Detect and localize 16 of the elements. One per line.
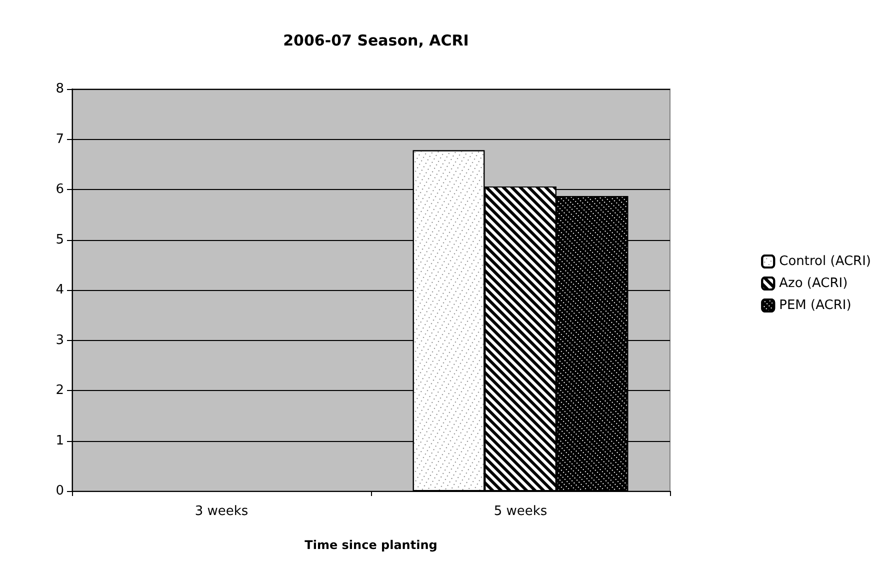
y-tick-label: 0 (56, 484, 64, 498)
y-tick-label: 7 (56, 132, 64, 147)
x-tick-label: 5 weeks (494, 504, 548, 519)
y-tick-label: 6 (56, 182, 64, 197)
y-tick-label: 1 (56, 433, 64, 448)
x-tick-label: 3 weeks (194, 504, 248, 519)
y-tick-label: 2 (56, 383, 64, 398)
chart-title: 2006-07 Season, ACRI (283, 32, 469, 50)
legend-label: Control (ACRI) (779, 254, 872, 269)
y-tick-label: 5 (56, 232, 64, 248)
y-tick-label: 4 (56, 282, 64, 298)
y-tick-label: 8 (56, 82, 64, 96)
legend-label: PEM (ACRI) (779, 298, 852, 313)
x-axis-title: Time since planting (304, 538, 438, 552)
y-tick-label: 3 (56, 332, 64, 348)
legend-label: Azo (ACRI) (779, 276, 848, 291)
